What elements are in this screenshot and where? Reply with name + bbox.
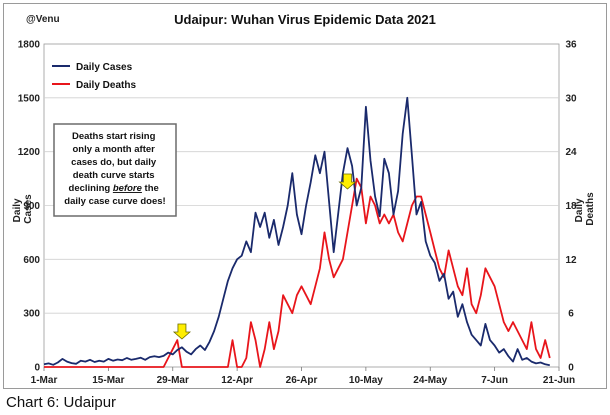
watermark: @Venu <box>26 14 60 25</box>
left-tick-label: 0 <box>34 363 40 374</box>
x-tick-label: 10-May <box>349 375 383 386</box>
right-tick-label: 18 <box>565 201 577 212</box>
left-axis-label-line1: Daily <box>12 198 23 222</box>
legend-label-deaths: Daily Deaths <box>76 80 136 91</box>
right-tick-label: 24 <box>565 147 577 158</box>
legend: Daily Cases Daily Deaths <box>52 62 136 91</box>
legend-label-cases: Daily Cases <box>76 62 133 73</box>
series-line-daily-cases <box>43 96 550 367</box>
left-axis-ticks: 0 300 600 900 1200 1500 1800 <box>18 40 41 374</box>
left-axis-label: Daily Cases <box>12 194 34 224</box>
left-tick-label: 1200 <box>18 147 41 158</box>
x-tick-label: 7-Jun <box>481 375 508 386</box>
series-group <box>43 96 551 368</box>
right-axis-ticks: 0 6 12 18 24 30 36 <box>565 40 577 374</box>
figure-caption: Chart 6: Udaipur <box>6 394 117 411</box>
chart-svg: @Venu Udaipur: Wuhan Virus Epidemic Data… <box>12 12 596 386</box>
series-line-daily-deaths <box>44 177 551 368</box>
right-tick-label: 6 <box>568 309 574 320</box>
left-tick-label: 900 <box>23 201 40 212</box>
x-tick-label: 26-Apr <box>286 375 318 386</box>
x-tick-label: 21-Jun <box>543 375 575 386</box>
annotation-border <box>53 123 177 217</box>
x-tick-label: 12-Apr <box>221 375 253 386</box>
annotation-text: Deaths start rising only a month after c… <box>64 131 165 207</box>
left-tick-label: 300 <box>23 309 40 320</box>
right-tick-label: 36 <box>565 40 577 51</box>
left-tick-label: 600 <box>23 255 40 266</box>
x-tick-label: 24-May <box>413 375 447 386</box>
x-axis-ticks: 1-Mar 15-Mar 29-Mar 12-Apr 26-Apr 10-May 24-Ma… <box>31 367 575 386</box>
left-axis-label-line2: Cases <box>23 194 34 224</box>
annotation-box: Deaths start rising only a month after c… <box>53 123 177 217</box>
left-tick-label: 1800 <box>18 40 41 51</box>
arrow-marker-icon <box>338 173 357 190</box>
arrow-marker-icon <box>172 323 192 340</box>
right-tick-label: 0 <box>568 363 574 374</box>
chart-frame: @Venu Udaipur: Wuhan Virus Epidemic Data… <box>3 3 607 389</box>
right-axis-label-line2: Deaths <box>585 192 596 226</box>
x-tick-label: 1-Mar <box>31 375 58 386</box>
arrow-markers <box>172 173 357 340</box>
right-axis-label: Daily Deaths <box>574 192 596 226</box>
right-tick-label: 12 <box>565 255 577 266</box>
right-axis-label-line1: Daily <box>574 198 585 222</box>
right-tick-label: 30 <box>565 93 577 104</box>
x-tick-label: 15-Mar <box>92 375 124 386</box>
x-tick-label: 29-Mar <box>157 375 189 386</box>
left-tick-label: 1500 <box>18 93 41 104</box>
chart-title: Udaipur: Wuhan Virus Epidemic Data 2021 <box>174 12 436 27</box>
